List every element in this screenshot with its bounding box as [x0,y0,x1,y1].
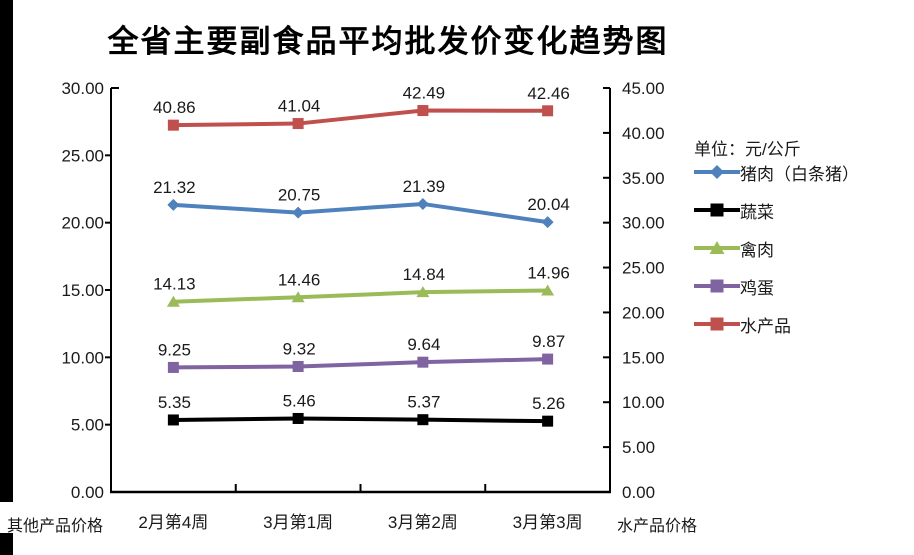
svg-text:25.00: 25.00 [61,146,104,165]
data-label: 40.86 [153,98,196,117]
legend-label: 水产品 [740,316,791,336]
data-label: 9.87 [532,332,565,351]
chart-title: 全省主要副食品平均批发价变化趋势图 [107,24,669,59]
data-label: 9.64 [407,335,440,354]
data-label: 5.26 [532,394,565,413]
data-label: 14.13 [153,275,196,294]
right-axis-title: 水产品价格 [617,518,698,535]
left-axis-title: 其他产品价格 [7,518,104,535]
vegetables-series-marker-icon [694,202,740,218]
legend-label: 鸡蛋 [740,278,774,298]
svg-text:5.00: 5.00 [71,416,104,435]
data-label: 5.46 [283,391,316,410]
data-label: 41.04 [278,97,321,116]
svg-text:30.00: 30.00 [61,79,104,98]
svg-text:10.00: 10.00 [622,393,665,412]
svg-text:5.00: 5.00 [622,438,655,457]
eggs-series-marker-icon [694,278,740,294]
data-label: 5.37 [407,393,440,412]
legend-label: 猪肉（白条猪） [740,164,859,184]
data-label: 9.25 [158,340,191,359]
data-label: 42.49 [403,84,446,103]
data-label: 20.04 [527,195,570,214]
poultry-series-marker-icon [694,240,740,256]
aquatic-series-marker-icon [694,316,740,332]
data-label: 42.46 [527,84,570,103]
svg-text:0.00: 0.00 [622,483,655,502]
legend-label: 禽肉 [740,240,774,260]
data-label: 14.84 [403,265,446,284]
data-label: 9.32 [283,339,316,358]
right-axis: 0.00 5.00 10.00 15.00 20.00 25.00 30.00 35.00 40… [603,79,665,502]
svg-text:2月第4周: 2月第4周 [138,513,208,532]
svg-text:20.00: 20.00 [622,303,665,322]
legend-item-pork: 猪肉（白条猪） [694,157,912,187]
legend-item-poultry: 禽肉 [694,233,912,263]
svg-text:3月第1周: 3月第1周 [263,513,333,532]
legend-label: 蔬菜 [740,202,774,222]
svg-text:40.00: 40.00 [622,124,665,143]
series-1: 5.35 5.46 5.37 5.26 [158,391,565,427]
svg-text:0.00: 0.00 [71,483,104,502]
svg-text:25.00: 25.00 [622,259,665,278]
data-label: 14.46 [278,270,321,289]
svg-text:3月第3周: 3月第3周 [513,513,583,532]
svg-text:15.00: 15.00 [61,281,104,300]
data-label: 14.96 [527,264,570,283]
legend-item-vegetables: 蔬菜 [694,195,912,225]
data-label: 20.75 [278,186,321,205]
svg-text:20.00: 20.00 [61,214,104,233]
data-label: 21.39 [403,177,446,196]
series-2: 14.13 14.46 14.84 14.96 [153,264,570,307]
legend-item-eggs: 鸡蛋 [694,271,912,301]
svg-text:10.00: 10.00 [61,348,104,367]
data-label: 21.32 [153,178,196,197]
chart-legend: 单位：元/公斤 猪肉（白条猪） 蔬菜 禽肉 鸡蛋 水产品 [694,135,912,347]
unit-label: 单位：元/公斤 [694,140,801,159]
legend-item-aquatic: 水产品 [694,309,912,339]
svg-text:3月第2周: 3月第2周 [388,513,458,532]
svg-text:30.00: 30.00 [622,214,665,233]
data-label: 5.35 [158,393,191,412]
pork-series-marker-icon [694,164,740,180]
left-axis: 0.00 5.00 10.00 15.00 20.00 25.00 30.00 [61,79,119,502]
screen-edge-bar-top [0,0,13,502]
screen-edge-bar-bottom [0,533,13,555]
x-axis: 2月第4周 3月第1周 3月第2周 3月第3周 [110,484,611,532]
svg-text:15.00: 15.00 [622,348,665,367]
series-4: 40.86 41.04 42.49 42.46 [153,84,570,131]
series-3: 9.25 9.32 9.64 9.87 [158,332,565,373]
svg-text:45.00: 45.00 [622,79,665,98]
series-0: 21.32 20.75 21.39 20.04 [153,177,570,229]
svg-text:35.00: 35.00 [622,169,665,188]
